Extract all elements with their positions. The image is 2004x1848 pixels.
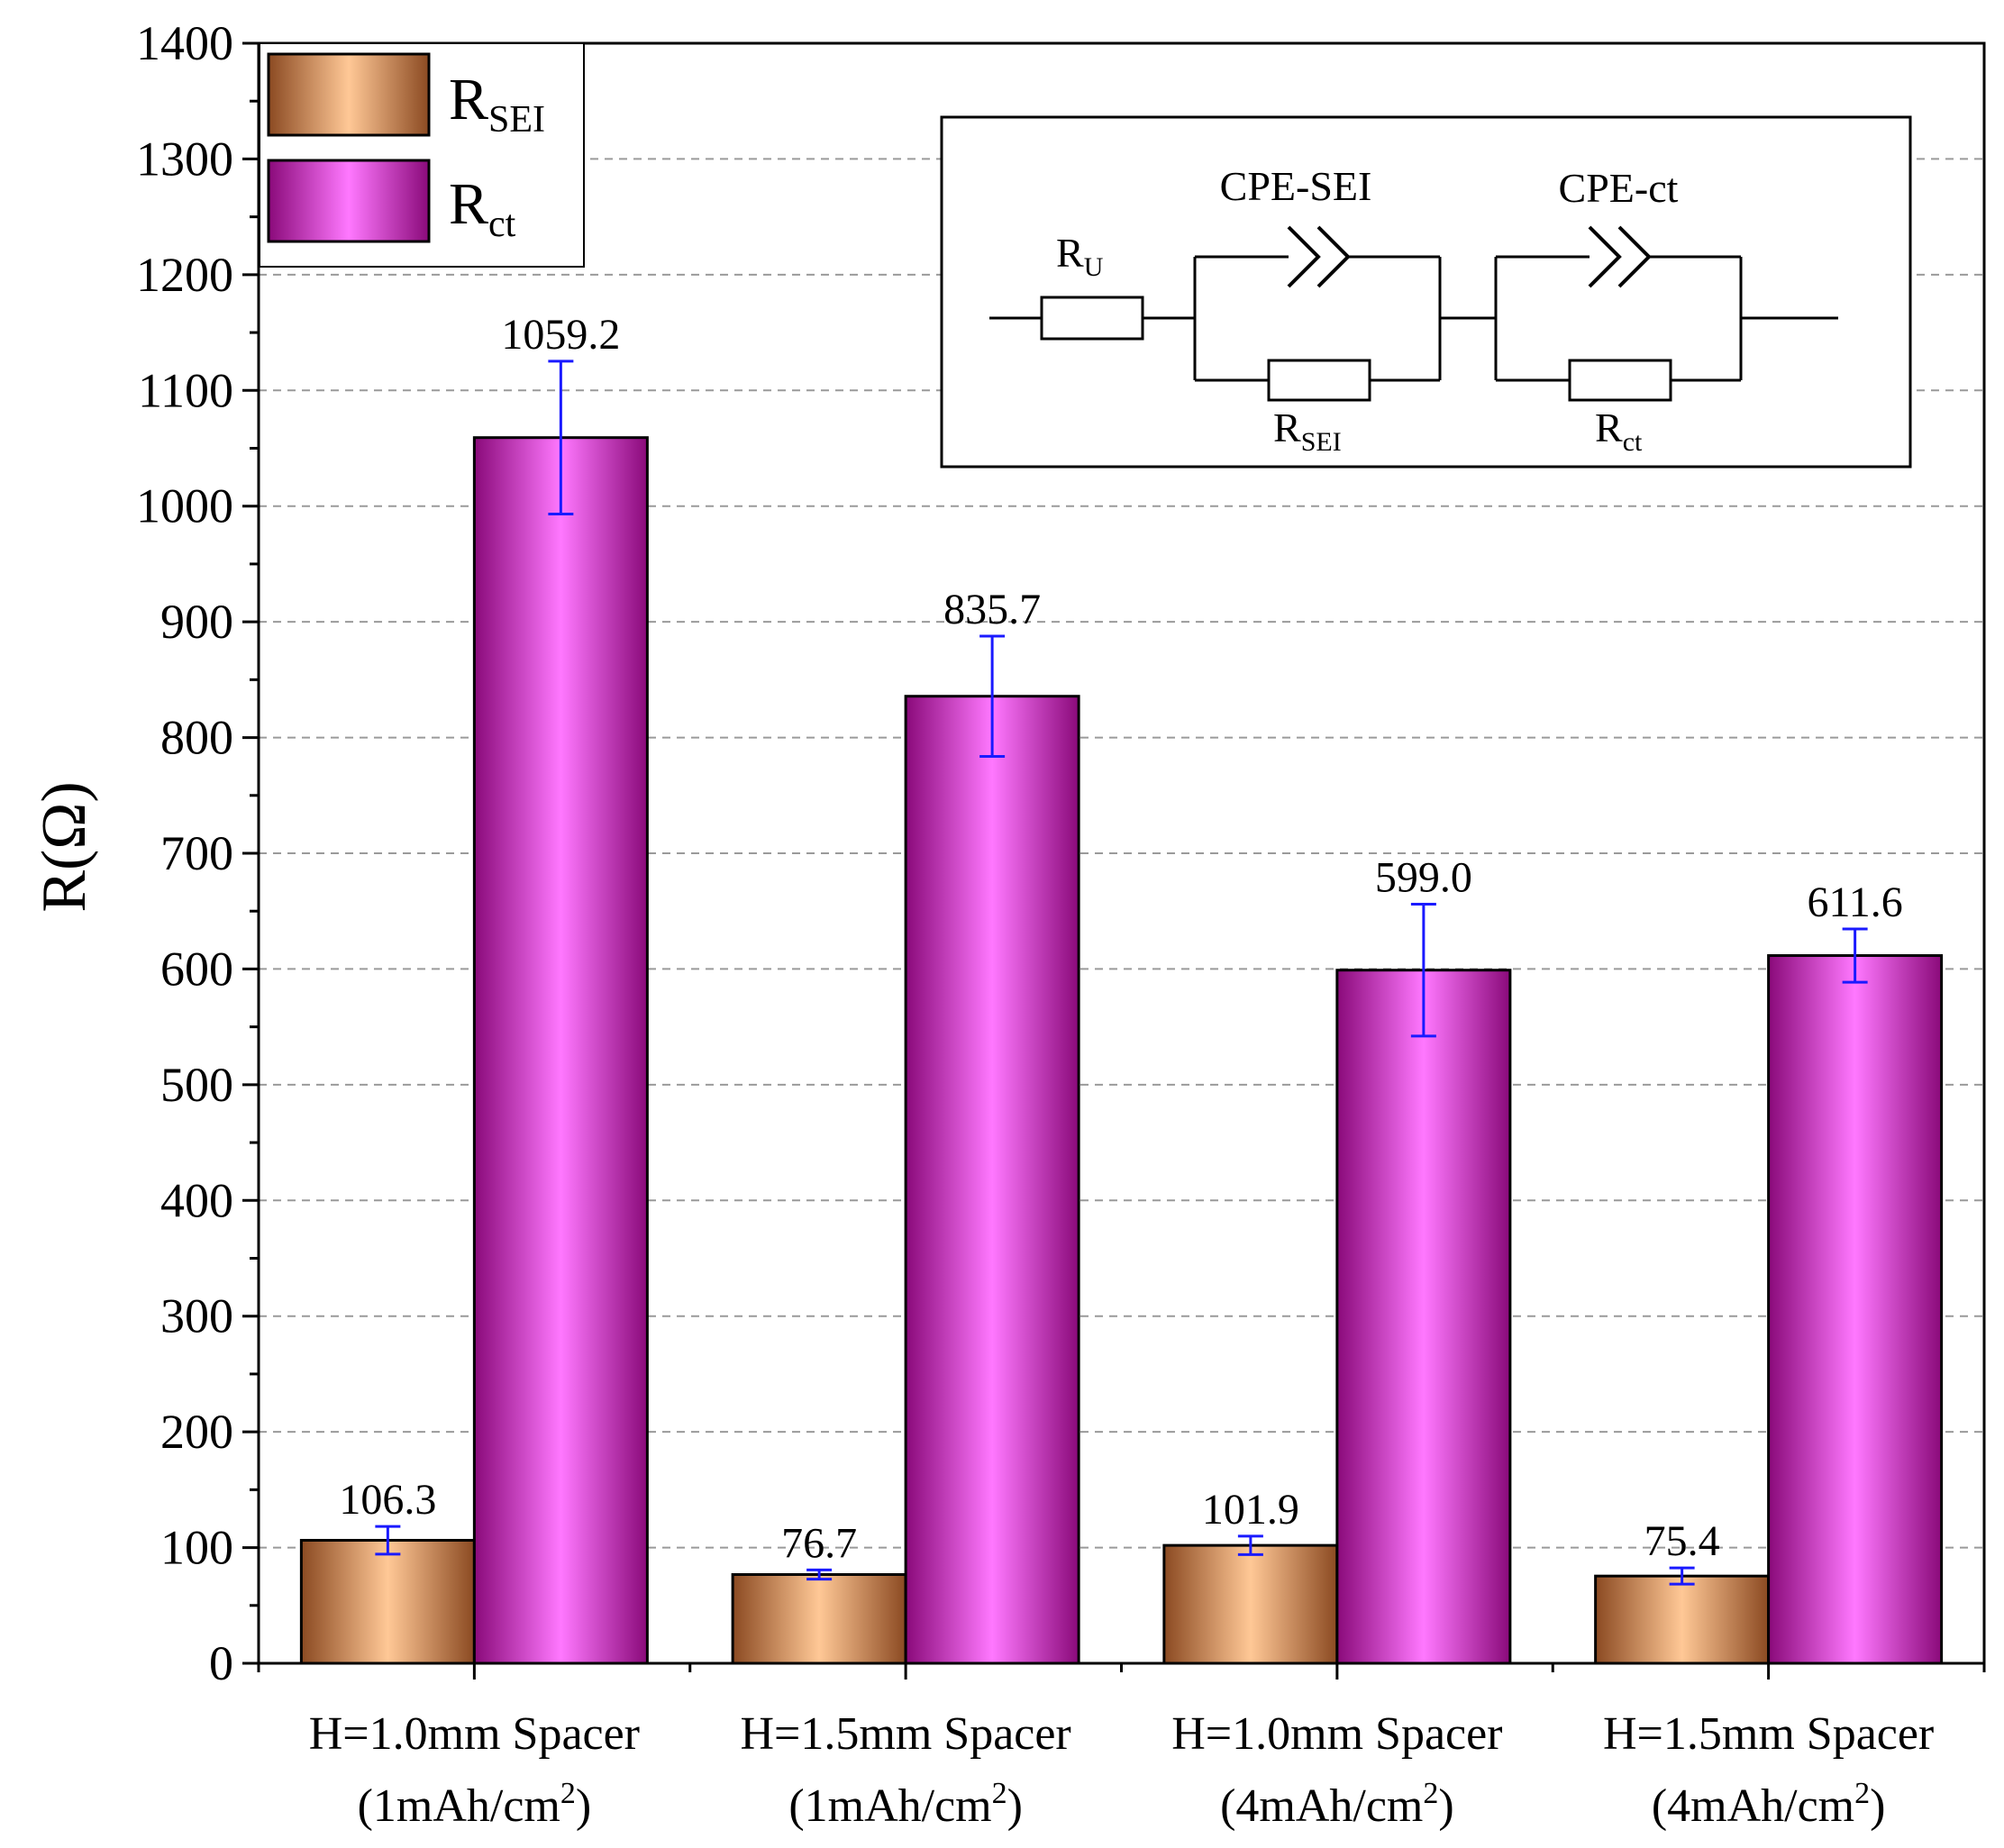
category-label-line2: (1mAh/cm2)	[358, 1777, 592, 1832]
legend-swatch-rct	[267, 159, 431, 243]
cpe-sei-symbol	[1287, 225, 1351, 288]
data-label: 106.3	[339, 1476, 436, 1524]
category-label-line2: (1mAh/cm2)	[788, 1777, 1023, 1832]
category-label-line1: H=1.5mm Spacer	[1603, 1708, 1934, 1760]
bar-rct	[904, 695, 1080, 1665]
circuit-wires	[989, 255, 1838, 382]
bar-rct	[1767, 954, 1944, 1665]
y-tick-label: 400	[160, 1173, 233, 1227]
resistor-rsei	[1267, 359, 1371, 402]
data-label: 835.7	[943, 586, 1041, 633]
category-label-line1: H=1.0mm Spacer	[309, 1708, 640, 1760]
y-tick-label: 800	[160, 711, 233, 765]
circuit-label-rsei: RSEI	[1273, 405, 1342, 457]
y-tick-label: 100	[160, 1521, 233, 1575]
data-label: 599.0	[1375, 854, 1472, 902]
category-label-line2: (4mAh/cm2)	[1220, 1777, 1454, 1832]
y-tick-label: 300	[160, 1289, 233, 1343]
circuit-label-rct: Rct	[1595, 405, 1643, 457]
data-label: 611.6	[1808, 878, 1903, 926]
y-tick-label: 900	[160, 595, 233, 649]
y-tick-label: 500	[160, 1058, 233, 1112]
legend: RSEI Rct	[259, 42, 585, 268]
y-axis-title: R(Ω)	[30, 781, 99, 912]
bar-rsei	[299, 1538, 476, 1665]
plot-frame	[257, 41, 1986, 1665]
y-tick-label: 0	[209, 1636, 233, 1690]
circuit-label-cpe-ct: CPE-ct	[1559, 165, 1679, 211]
bar-rsei	[731, 1572, 907, 1665]
bar-rct	[472, 436, 649, 1665]
y-tick-label: 1400	[136, 16, 233, 70]
legend-label-rsei: RSEI	[449, 67, 545, 141]
resistor-rct	[1568, 359, 1672, 402]
circuit-label-cpe-sei: CPE-SEI	[1220, 163, 1372, 209]
y-tick-label: 200	[160, 1405, 233, 1459]
circuit-label-ru: RU	[1056, 230, 1104, 282]
legend-swatch-rsei	[267, 52, 431, 137]
category-label-line1: H=1.0mm Spacer	[1171, 1708, 1502, 1760]
y-tick-label: 700	[160, 826, 233, 880]
circuit-inset: RU CPE-SEI CPE-ct RSEI Rct	[940, 115, 1912, 469]
bar-rsei	[1594, 1574, 1771, 1665]
category-label-line1: H=1.5mm Spacer	[741, 1708, 1071, 1760]
data-label: 101.9	[1202, 1486, 1299, 1534]
cpe-ct-symbol	[1588, 225, 1652, 288]
y-tick-label: 1000	[136, 479, 233, 533]
circuit-frame	[940, 115, 1912, 469]
y-tick-label: 600	[160, 942, 233, 996]
data-label: 76.7	[781, 1519, 857, 1567]
y-tick-label: 1200	[136, 248, 233, 302]
y-tick-label: 1100	[138, 363, 233, 417]
bar-rct	[1335, 969, 1512, 1665]
legend-label-rct: Rct	[449, 171, 516, 245]
bar-rsei	[1162, 1543, 1339, 1665]
data-label: 1059.2	[501, 311, 620, 359]
data-label: 75.4	[1644, 1517, 1720, 1565]
category-label-line2: (4mAh/cm2)	[1652, 1777, 1886, 1832]
resistor-ru	[1040, 296, 1144, 341]
y-tick-label: 1300	[136, 132, 233, 186]
